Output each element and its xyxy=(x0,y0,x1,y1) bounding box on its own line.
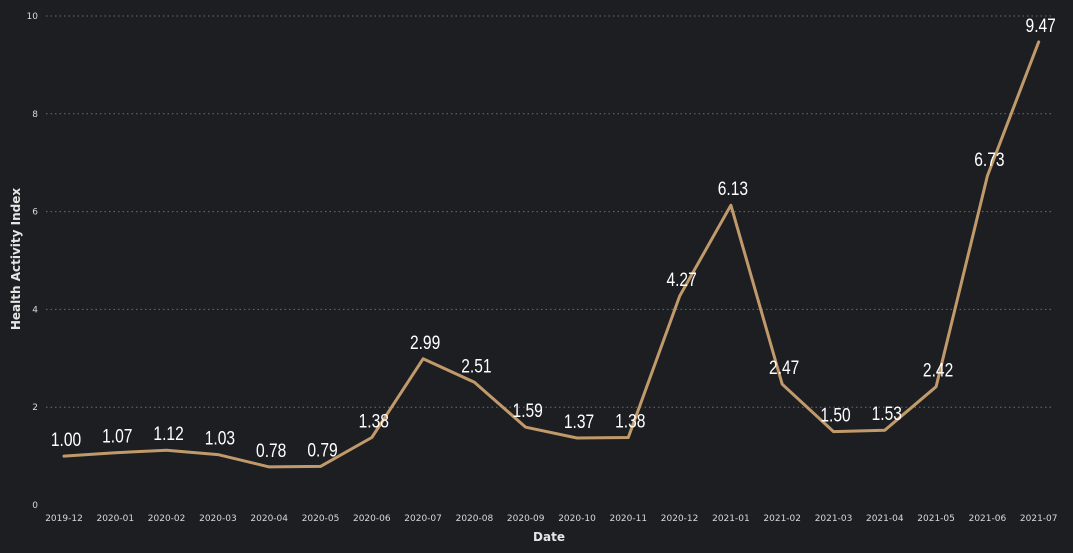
x-tick-label: 2020-01 xyxy=(96,514,134,524)
x-tick-label: 2020-12 xyxy=(661,514,699,524)
data-label: 1.38 xyxy=(615,410,645,432)
y-tick-label: 2 xyxy=(32,403,38,413)
data-label: 1.12 xyxy=(153,423,183,445)
y-tick-label: 8 xyxy=(32,110,38,120)
x-tick-label: 2021-07 xyxy=(1020,514,1058,524)
data-label: 2.99 xyxy=(410,331,440,353)
data-label: 1.07 xyxy=(102,425,132,447)
x-tick-label: 2020-06 xyxy=(353,514,391,524)
x-tick-label: 2020-04 xyxy=(250,514,288,524)
data-label: 1.53 xyxy=(872,403,902,425)
x-axis-title: Date xyxy=(533,530,565,544)
data-label: 1.00 xyxy=(51,429,81,451)
data-label: 2.42 xyxy=(923,359,953,381)
x-axis: 2019-12 2020-01 2020-02 2020-03 2020-04 2020-… xyxy=(45,514,1057,524)
x-tick-label: 2020-03 xyxy=(199,514,237,524)
series-line xyxy=(62,40,1041,469)
x-tick-label: 2021-05 xyxy=(917,514,955,524)
data-label: 2.47 xyxy=(769,357,799,379)
x-tick-label: 2020-05 xyxy=(302,514,340,524)
y-tick-label: 0 xyxy=(32,501,38,511)
x-tick-label: 2020-11 xyxy=(609,514,647,524)
x-tick-label: 2021-04 xyxy=(866,514,904,524)
y-tick-label: 4 xyxy=(32,305,38,315)
data-label: 0.78 xyxy=(256,439,286,461)
data-label: 0.79 xyxy=(307,439,337,461)
data-label: 1.50 xyxy=(820,404,850,426)
data-label: 1.59 xyxy=(513,400,543,422)
y-tick-label: 10 xyxy=(27,12,39,22)
x-tick-label: 2020-02 xyxy=(148,514,186,524)
data-label: 4.27 xyxy=(666,269,696,291)
data-label: 1.37 xyxy=(564,411,594,433)
data-label: 9.47 xyxy=(1026,14,1056,36)
x-tick-label: 2021-01 xyxy=(712,514,750,524)
y-axis: 0 2 4 6 8 10 xyxy=(27,12,39,511)
x-tick-label: 2020-07 xyxy=(404,514,442,524)
y-tick-label: 6 xyxy=(32,208,38,218)
y-axis-title: Health Activity Index xyxy=(9,188,23,331)
series-layer xyxy=(62,40,1041,469)
x-tick-label: 2020-08 xyxy=(456,514,494,524)
data-label: 2.51 xyxy=(461,355,491,377)
x-tick-label: 2020-09 xyxy=(507,514,545,524)
data-label: 1.38 xyxy=(359,410,389,432)
x-tick-label: 2020-10 xyxy=(558,514,596,524)
x-tick-label: 2021-03 xyxy=(815,514,853,524)
data-label: 6.13 xyxy=(718,178,748,200)
data-label: 6.73 xyxy=(974,148,1004,170)
x-tick-label: 2019-12 xyxy=(45,514,83,524)
data-labels: 1.00 1.07 1.12 1.03 0.78 0.79 1.38 2.99 2.51 1.59… xyxy=(51,14,1056,461)
x-tick-label: 2021-06 xyxy=(969,514,1007,524)
x-tick-label: 2021-02 xyxy=(763,514,801,524)
grid-layer xyxy=(46,15,1054,408)
data-label: 1.03 xyxy=(205,427,235,449)
